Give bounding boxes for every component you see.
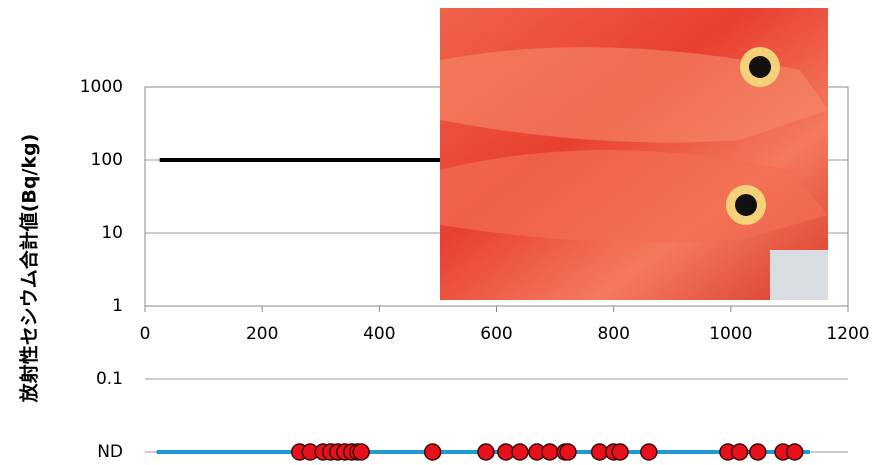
x-tick-label: 200: [246, 324, 278, 344]
data-point: [423, 443, 442, 461]
data-point: [785, 443, 804, 461]
data-point: [511, 443, 529, 461]
data-point: [749, 443, 767, 461]
photo: [440, 8, 828, 300]
data-point: [611, 443, 629, 461]
y-axis-label: 放射性セシウム合計値(Bq/kg): [18, 134, 41, 404]
data-point: [640, 443, 658, 461]
data-point: [352, 443, 370, 461]
data-point: [730, 443, 749, 461]
data-point: [541, 443, 559, 461]
x-tick-label: 0: [140, 324, 151, 344]
x-tick-label: 800: [597, 324, 629, 344]
y-tick-label: 10: [101, 223, 123, 243]
x-tick-label: 1000: [709, 324, 752, 344]
y-tick-label: ND: [97, 442, 123, 462]
x-tick-label: 1200: [826, 324, 869, 344]
data-point: [559, 443, 577, 461]
y-tick-label: 100: [91, 150, 123, 170]
data-point: [477, 443, 495, 461]
x-tick-label: 400: [363, 324, 395, 344]
y-tick-label: 0.1: [96, 369, 123, 389]
y-tick-label: 1: [112, 296, 123, 316]
x-tick-label: 600: [480, 324, 512, 344]
y-tick-label: 1000: [80, 77, 123, 97]
